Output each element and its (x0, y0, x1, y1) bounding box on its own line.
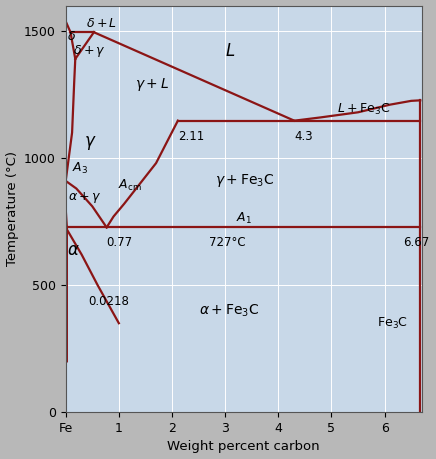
Text: 2.11: 2.11 (178, 129, 204, 143)
Text: $L + \mathrm{Fe_3C}$: $L + \mathrm{Fe_3C}$ (337, 102, 390, 118)
Text: $\alpha + \mathrm{Fe_3C}$: $\alpha + \mathrm{Fe_3C}$ (198, 302, 259, 319)
Text: $\mathrm{Fe_3C}$: $\mathrm{Fe_3C}$ (377, 316, 408, 331)
Text: $A_1$: $A_1$ (236, 211, 252, 226)
Text: 0.77: 0.77 (107, 235, 133, 248)
Text: 4.3: 4.3 (294, 129, 313, 143)
Text: $A_3$: $A_3$ (72, 161, 88, 176)
Text: 6.67: 6.67 (403, 235, 429, 248)
Text: 727°C: 727°C (209, 235, 246, 248)
Text: $\alpha + \gamma$: $\alpha + \gamma$ (68, 190, 102, 205)
Text: $\gamma$: $\gamma$ (84, 134, 97, 152)
Y-axis label: Temperature (°C): Temperature (°C) (6, 151, 19, 266)
Text: $\delta + L$: $\delta + L$ (86, 17, 117, 30)
Text: $\delta$: $\delta$ (67, 29, 76, 43)
Text: $\delta + \gamma$: $\delta + \gamma$ (73, 43, 106, 59)
Text: $\alpha$: $\alpha$ (67, 241, 79, 258)
Text: $\gamma + L$: $\gamma + L$ (135, 76, 169, 93)
Text: $L$: $L$ (225, 42, 235, 60)
Text: $\gamma + \mathrm{Fe_3C}$: $\gamma + \mathrm{Fe_3C}$ (215, 173, 274, 190)
X-axis label: Weight percent carbon: Weight percent carbon (167, 441, 320, 453)
Text: 0.0218: 0.0218 (88, 295, 129, 308)
Text: $A_{\mathrm{cm}}$: $A_{\mathrm{cm}}$ (118, 178, 142, 193)
